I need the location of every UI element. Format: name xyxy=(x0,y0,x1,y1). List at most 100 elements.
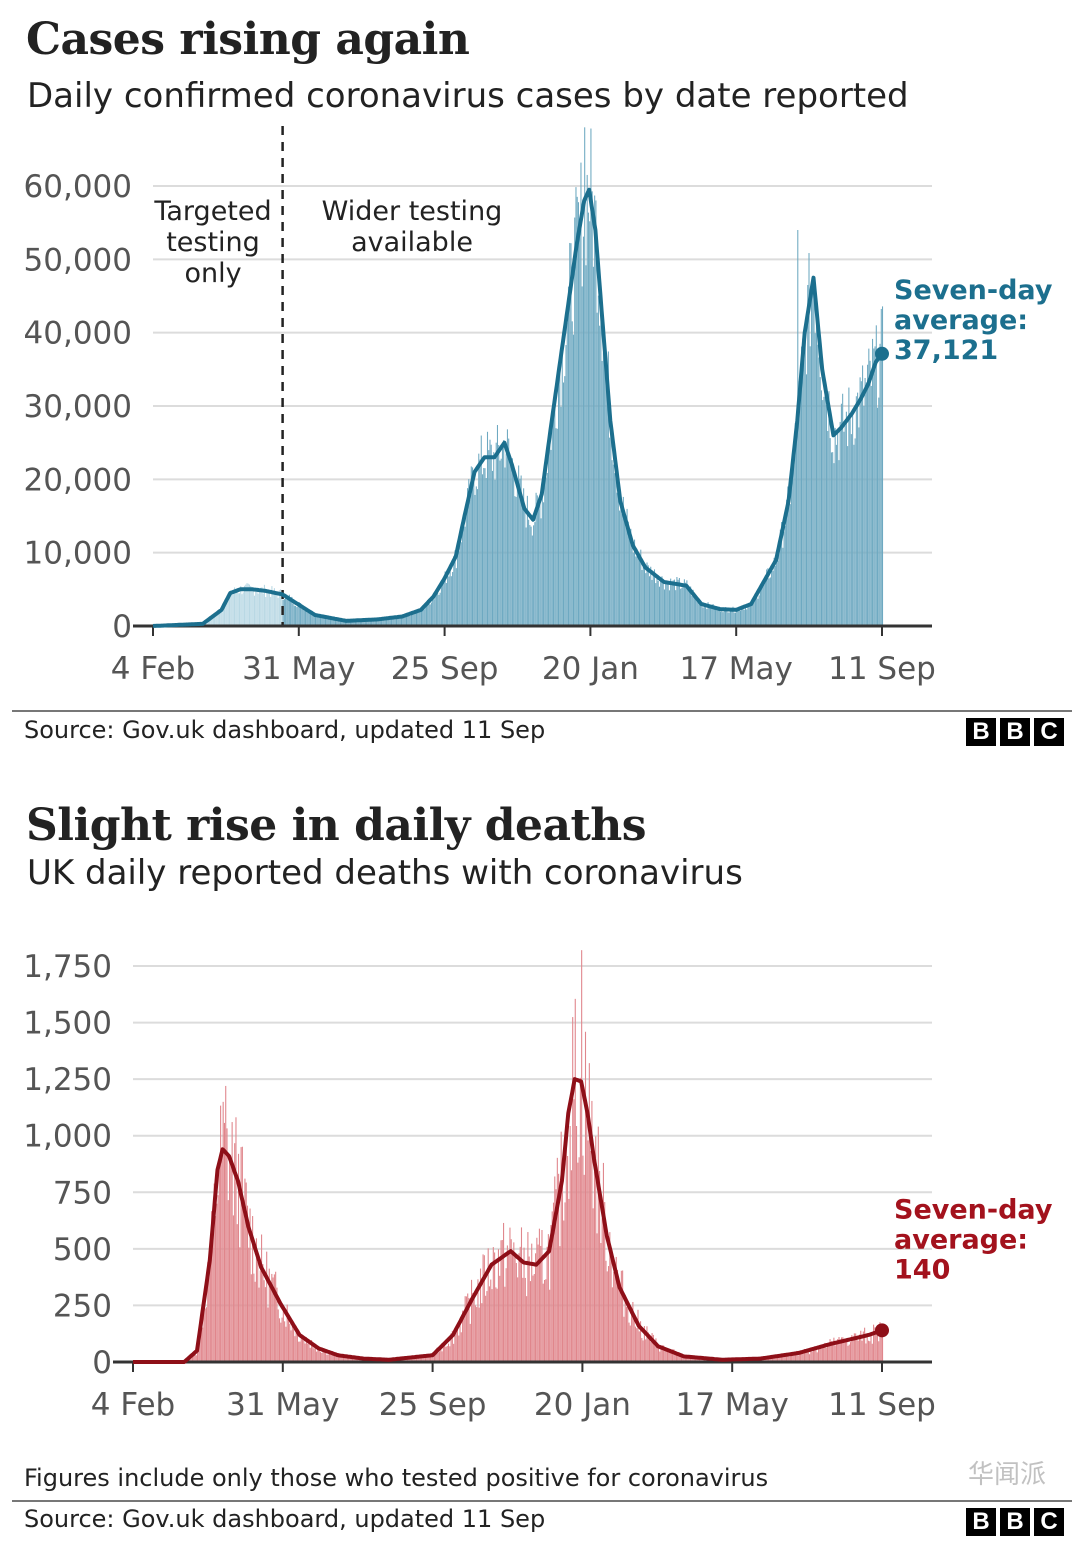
seven-day-average-line xyxy=(132,1077,883,1364)
bar xyxy=(231,1122,233,1362)
bar xyxy=(336,1356,338,1362)
bar xyxy=(874,346,876,626)
bar xyxy=(793,1353,795,1362)
chart2-note: Figures include only those who tested po… xyxy=(24,1464,769,1492)
bar xyxy=(379,617,381,626)
bar xyxy=(218,1161,220,1362)
bar xyxy=(378,620,380,626)
bar xyxy=(801,346,803,626)
bar xyxy=(555,1189,557,1362)
bar xyxy=(327,1354,329,1362)
bar xyxy=(596,1233,598,1362)
bar xyxy=(828,1342,830,1362)
bar xyxy=(539,499,541,626)
bar xyxy=(581,950,583,1362)
bar xyxy=(368,619,370,626)
bar xyxy=(606,370,608,626)
bar xyxy=(369,619,371,626)
bar xyxy=(788,489,790,626)
bar xyxy=(697,598,699,626)
bar xyxy=(556,1157,558,1362)
bar xyxy=(669,1349,671,1362)
bar xyxy=(376,618,378,626)
bar xyxy=(686,580,688,626)
bar xyxy=(472,467,474,626)
bar xyxy=(623,1316,625,1362)
chart1-title: Cases rising again xyxy=(26,14,470,65)
bar xyxy=(773,557,775,626)
bar xyxy=(345,1354,347,1362)
bar xyxy=(808,253,810,626)
bar xyxy=(877,407,879,626)
bar xyxy=(248,584,251,626)
bar xyxy=(592,1208,594,1362)
bar xyxy=(551,414,553,626)
bar xyxy=(575,1126,578,1362)
bar xyxy=(232,1215,234,1362)
bar xyxy=(636,548,638,626)
bar xyxy=(687,1358,689,1362)
bar xyxy=(829,438,831,626)
bar xyxy=(825,404,827,626)
bar xyxy=(354,1358,356,1362)
bar xyxy=(658,586,660,626)
bar xyxy=(198,1347,200,1362)
average-end-marker xyxy=(875,1323,889,1338)
bar xyxy=(431,1356,433,1362)
bar xyxy=(216,612,218,626)
bar xyxy=(212,1213,214,1362)
bar xyxy=(563,1220,565,1362)
bar xyxy=(618,1284,620,1362)
bbc-logo: B B C xyxy=(966,718,1064,746)
bar xyxy=(434,595,436,626)
bar xyxy=(753,595,755,626)
bar xyxy=(262,593,264,626)
bbc-logo-letter-b2: B xyxy=(1000,1508,1030,1536)
bar xyxy=(650,1341,652,1362)
bar xyxy=(312,1342,314,1362)
bar xyxy=(853,1333,855,1362)
bar xyxy=(328,616,330,626)
bar xyxy=(625,518,627,626)
bar xyxy=(396,615,398,626)
bar xyxy=(819,377,821,626)
bar xyxy=(351,619,353,626)
bar xyxy=(485,1295,487,1362)
bar xyxy=(508,438,510,626)
bar xyxy=(473,482,475,626)
bar xyxy=(420,610,422,626)
bar xyxy=(340,1355,342,1362)
bar xyxy=(518,465,520,626)
bar xyxy=(445,1346,447,1362)
bar xyxy=(693,1356,695,1362)
bar xyxy=(266,592,268,626)
bar xyxy=(499,460,501,626)
y-tick-label: 0 xyxy=(92,1345,112,1381)
bar xyxy=(724,607,727,626)
bar xyxy=(726,608,728,626)
bar xyxy=(622,496,624,626)
bar xyxy=(300,602,302,626)
bar xyxy=(852,414,854,626)
bar xyxy=(318,1349,320,1362)
bar xyxy=(647,1332,649,1362)
bar xyxy=(774,1355,776,1362)
bar xyxy=(483,1255,485,1362)
bar xyxy=(332,617,334,626)
bar xyxy=(784,526,786,626)
bar xyxy=(253,595,255,626)
bar xyxy=(489,439,491,626)
bar xyxy=(650,566,652,626)
bar xyxy=(296,1329,298,1362)
bar xyxy=(710,608,712,626)
bar xyxy=(439,1351,441,1362)
bar xyxy=(646,562,648,626)
bar xyxy=(520,475,522,626)
bar xyxy=(833,1337,835,1362)
bar xyxy=(812,292,814,626)
bar xyxy=(348,620,350,626)
bar xyxy=(430,1354,432,1362)
bar xyxy=(278,590,280,626)
bar xyxy=(297,603,299,626)
bar xyxy=(287,595,289,626)
